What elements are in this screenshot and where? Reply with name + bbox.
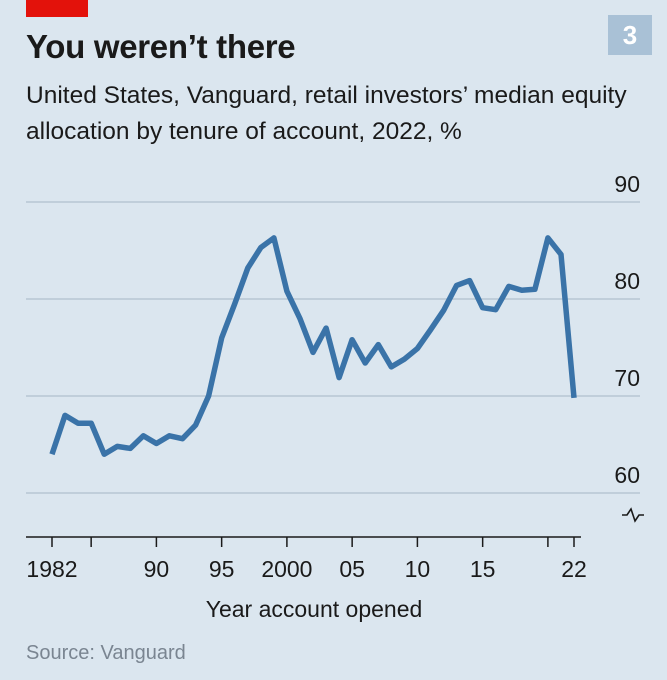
chart-number-badge: 3: [608, 15, 652, 55]
red-tag: [26, 0, 88, 17]
axis-break-icon: [622, 507, 644, 523]
x-tick-label: 10: [405, 556, 431, 582]
x-tick-label: 90: [144, 556, 170, 582]
y-tick-label: 90: [614, 171, 640, 197]
x-tick-label: 95: [209, 556, 235, 582]
source-note: Source: Vanguard: [26, 642, 186, 664]
y-tick-label: 60: [614, 462, 640, 488]
y-tick-label: 80: [614, 268, 640, 294]
x-tick-label: 1982: [26, 556, 77, 582]
x-tick-label: 15: [470, 556, 496, 582]
x-axis: [26, 536, 581, 547]
line-chart: 90 80 70 60 1982 90 95 2000 05 10 15 22 Year accou…: [26, 171, 644, 622]
x-axis-title: Year account opened: [206, 596, 423, 622]
chart-title: You weren’t there: [26, 28, 296, 65]
series-layer: [49, 235, 577, 457]
chart-subtitle: United States, Vanguard, retail investor…: [26, 82, 627, 145]
y-tick-label: 70: [614, 365, 640, 391]
series-line-0: [49, 235, 577, 457]
gridlines: [26, 201, 640, 494]
x-axis-ticks: 1982 90 95 2000 05 10 15 22: [26, 556, 586, 582]
x-tick-label: 05: [339, 556, 365, 582]
x-tick-label: 2000: [261, 556, 312, 582]
y-axis-ticks: 90 80 70 60: [614, 171, 644, 523]
x-tick-label: 22: [561, 556, 587, 582]
